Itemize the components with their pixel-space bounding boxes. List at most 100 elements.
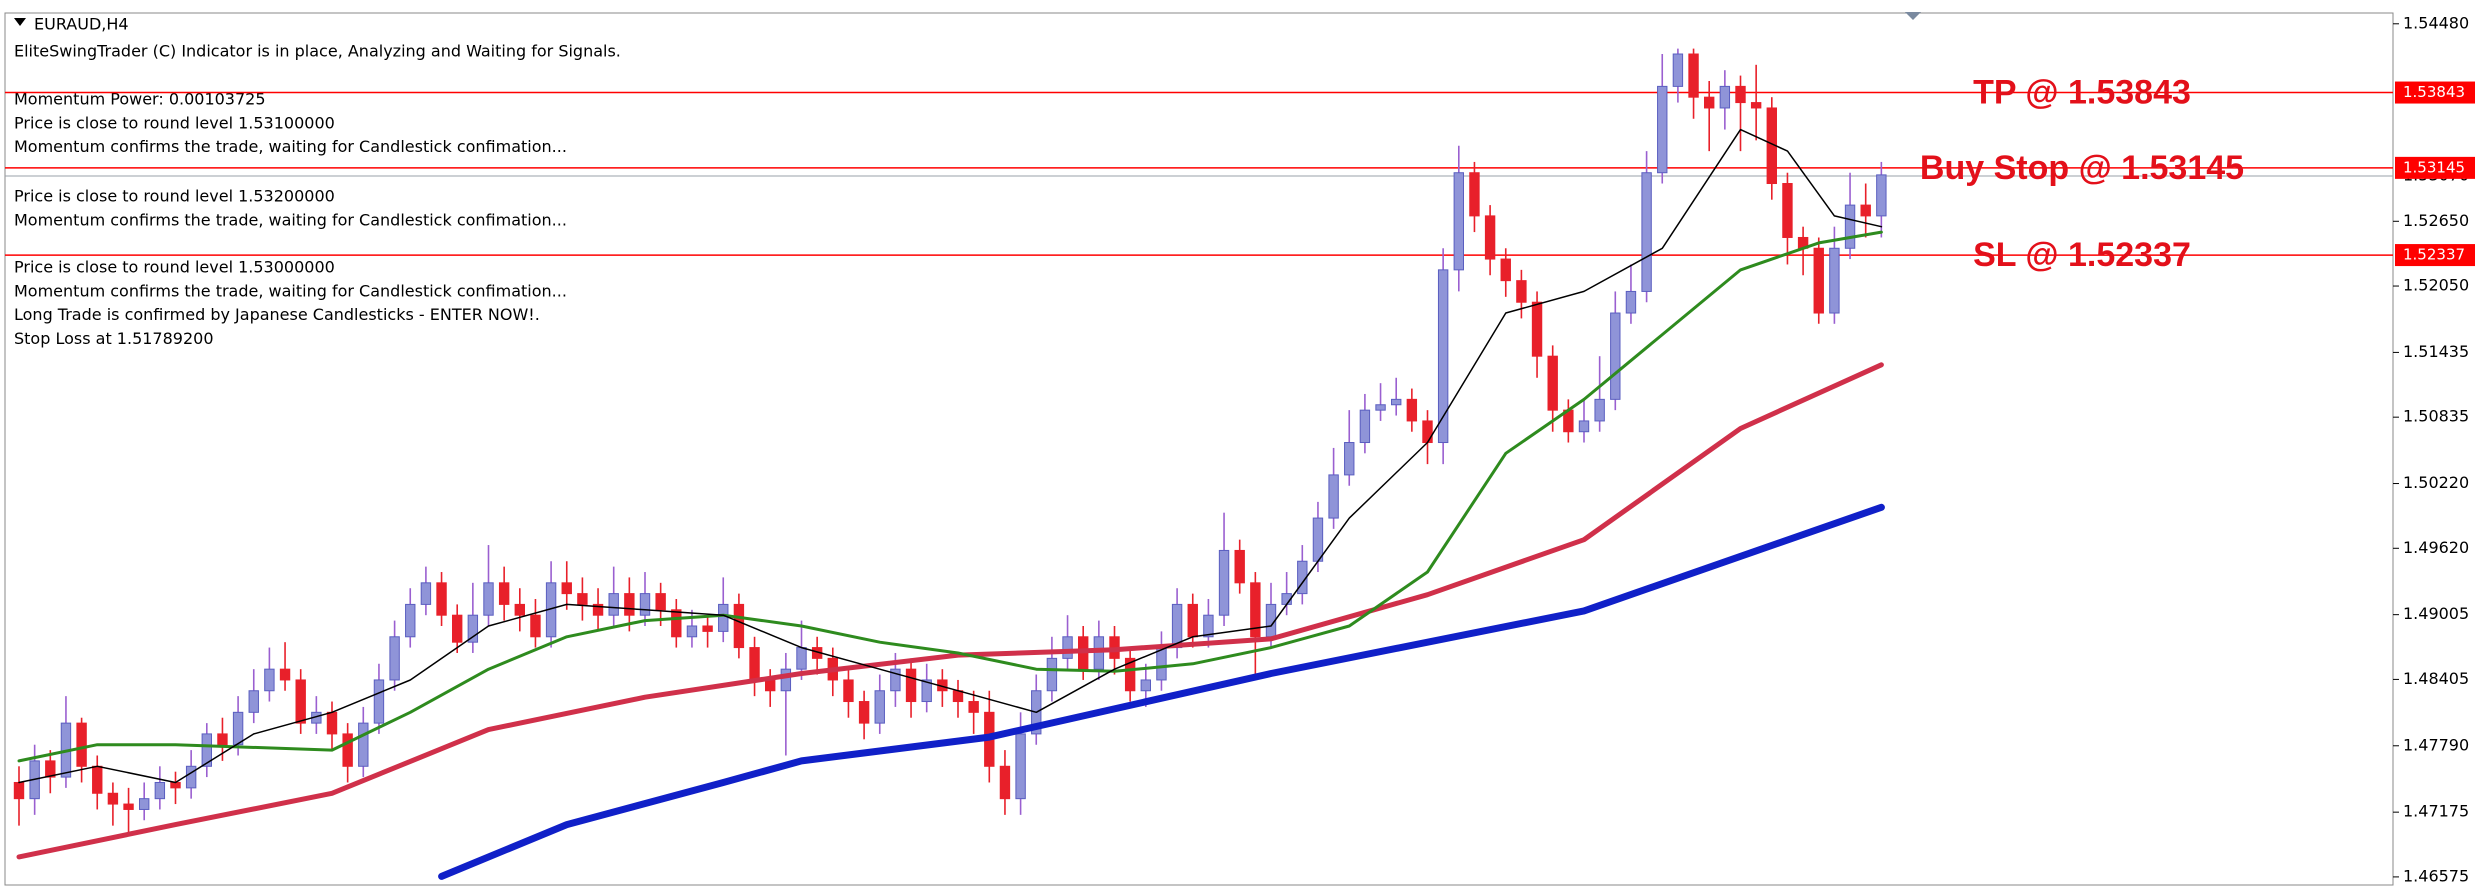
info-line: Price is close to round level 1.53000000 <box>14 258 335 277</box>
candle-body <box>1750 102 1762 109</box>
candle-body <box>1218 549 1230 616</box>
y-tick-label: 1.54480 <box>2403 13 2469 32</box>
candle-body <box>890 668 901 692</box>
level-label: 1.52337 <box>2403 246 2465 264</box>
candle-body <box>13 781 25 800</box>
candle-body <box>342 733 353 767</box>
candle-body <box>1547 355 1558 411</box>
candle-body <box>185 765 197 789</box>
moving-average <box>18 128 1883 784</box>
y-tick-label: 1.46575 <box>2403 866 2469 885</box>
candle-body <box>1203 614 1214 638</box>
candle-body <box>514 603 525 616</box>
candle-body <box>139 798 150 810</box>
level-annotation: Buy Stop @ 1.53145 <box>1920 149 2244 187</box>
candle-body <box>592 603 604 616</box>
candle-body <box>295 679 306 724</box>
candle-body <box>1469 172 1480 217</box>
candle-body <box>232 711 244 746</box>
candle-body <box>1312 517 1324 562</box>
candle-body <box>154 781 166 800</box>
candle-body <box>796 647 807 670</box>
candle-body <box>702 625 713 632</box>
candle-body <box>467 614 479 643</box>
y-tick-label: 1.52650 <box>2403 211 2469 230</box>
symbol: EURAUD,H4 <box>34 15 129 34</box>
shift-marker <box>1905 12 1921 20</box>
candle-body <box>1046 657 1058 692</box>
candle-body <box>326 711 338 735</box>
candle-body <box>1484 215 1496 260</box>
info-line: EliteSwingTrader (C) Indicator is in pla… <box>14 42 621 61</box>
candle-body <box>1500 258 1511 282</box>
candle-body <box>1594 398 1605 422</box>
candle-body <box>1344 442 1355 476</box>
info-line: Momentum confirms the trade, waiting for… <box>14 210 567 229</box>
y-tick-label: 1.50220 <box>2403 473 2469 492</box>
candle-body <box>1437 269 1449 444</box>
info-line: Price is close to round level 1.53100000 <box>14 113 335 132</box>
candle-body <box>1359 409 1371 444</box>
candle-body <box>1124 657 1136 692</box>
candle-body <box>1782 183 1793 238</box>
level-box <box>2395 244 2475 267</box>
candle-body <box>170 781 181 789</box>
candle-body <box>1015 733 1026 800</box>
level-label: 1.53145 <box>2403 158 2465 176</box>
candle-body <box>1672 53 1684 87</box>
candle-body <box>498 582 510 605</box>
level-annotation: SL @ 1.52337 <box>1973 236 2191 274</box>
candle-body <box>123 803 134 810</box>
candle-body <box>655 593 666 611</box>
candle-body <box>1234 549 1245 584</box>
candle-body <box>1844 204 1856 249</box>
level-label: 1.53843 <box>2403 83 2465 101</box>
candle-body <box>1156 647 1167 681</box>
candle-body <box>264 668 275 692</box>
candle-body <box>999 765 1011 800</box>
candle-body <box>389 636 400 681</box>
y-tick-label: 1.50835 <box>2403 407 2469 426</box>
info-line: Price is close to round level 1.53200000 <box>14 187 335 206</box>
candle-body <box>452 614 463 643</box>
candle-body <box>577 593 588 605</box>
moving-average <box>17 230 1883 763</box>
candle-body <box>92 765 103 794</box>
candle-body <box>1657 85 1668 174</box>
candle-body <box>1625 290 1637 314</box>
candle-body <box>749 647 760 681</box>
plot-frame <box>4 12 2394 886</box>
candle-body <box>358 722 369 767</box>
candle-body <box>1093 636 1105 670</box>
candle-body <box>1328 474 1339 519</box>
candle-body <box>1531 301 1543 357</box>
candle-body <box>483 582 494 616</box>
candle-body <box>1829 247 1840 314</box>
candle-body <box>608 593 619 616</box>
moving-average <box>16 362 1884 860</box>
candle-body <box>1641 172 1652 292</box>
candle-body <box>624 593 635 616</box>
candle-body <box>45 760 56 778</box>
candle-body <box>76 722 87 767</box>
candle-body <box>1422 420 1433 444</box>
info-line: Momentum Power: 0.00103725 <box>14 90 266 109</box>
candle-body <box>405 603 416 638</box>
candle-body <box>968 701 979 713</box>
dropdown-icon <box>14 18 26 26</box>
candle-body <box>201 733 213 767</box>
candle-body <box>874 690 885 724</box>
candle-body <box>1860 204 1871 217</box>
moving-average <box>438 503 1885 880</box>
candle-body <box>905 668 917 703</box>
y-tick-label: 1.48405 <box>2403 669 2469 688</box>
candle-body <box>718 603 729 632</box>
info-line: Momentum confirms the trade, waiting for… <box>14 281 567 300</box>
candle-body <box>639 593 651 616</box>
info-line: Momentum confirms the trade, waiting for… <box>14 137 567 156</box>
candle-body <box>1516 280 1527 303</box>
candle-body <box>1876 174 1887 217</box>
level-box <box>2395 81 2475 104</box>
candle-body <box>686 625 698 638</box>
